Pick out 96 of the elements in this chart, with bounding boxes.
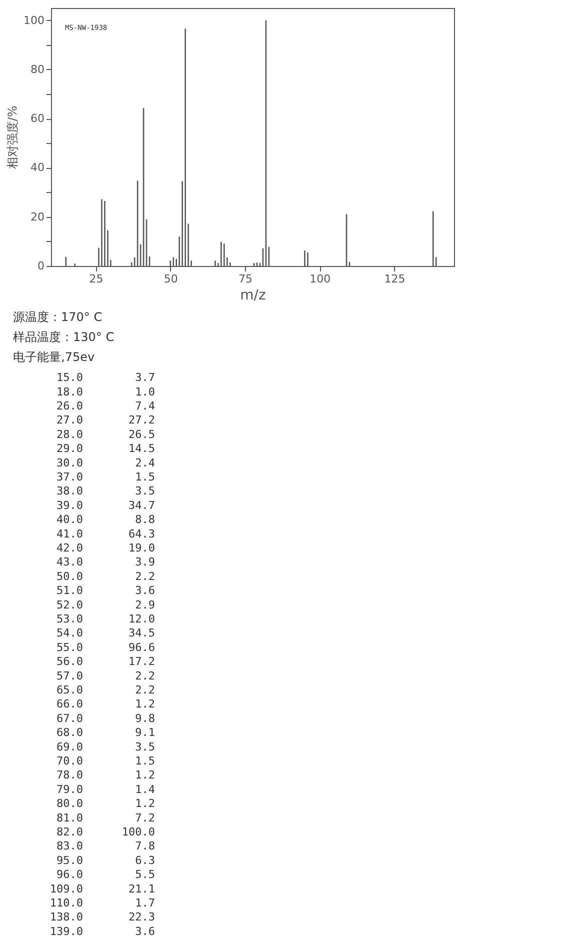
category-label: 81.0 xyxy=(56,811,83,824)
data-label: 2.4 xyxy=(135,456,156,470)
data-label: 1.0 xyxy=(135,385,155,398)
data-label: 12.0 xyxy=(128,612,155,626)
category-label: 67.0 xyxy=(56,712,83,725)
category-label: 139.0 xyxy=(50,924,83,938)
data-label: 27.2 xyxy=(128,414,155,427)
data-label: 100.0 xyxy=(122,826,155,838)
category-label: 95.0 xyxy=(56,854,83,867)
data-label: 3.6 xyxy=(135,584,155,598)
category-label: 110.0 xyxy=(50,896,83,910)
category-label: 79.0 xyxy=(56,782,83,796)
data-label: 3.5 xyxy=(135,740,155,754)
category-label: 57.0 xyxy=(56,669,83,682)
x-tick-label: 75 xyxy=(238,272,253,286)
data-label: 3.5 xyxy=(135,484,155,498)
y-tick-label: 40 xyxy=(30,161,44,174)
data-label: 22.3 xyxy=(128,910,155,924)
y-tick-label: 0 xyxy=(38,260,44,272)
data-label: 9.8 xyxy=(135,712,155,725)
category-label: 68.0 xyxy=(56,726,83,740)
category-label: 65.0 xyxy=(56,684,83,696)
data-label: 96.6 xyxy=(128,640,155,654)
category-label: 39.0 xyxy=(56,498,83,512)
y-axis-title: 相对强度/% xyxy=(6,106,20,170)
category-label: 78.0 xyxy=(56,768,83,782)
data-label: 1.2 xyxy=(135,768,155,782)
category-label: 37.0 xyxy=(56,470,83,484)
category-label: 52.0 xyxy=(56,598,83,612)
category-label: 29.0 xyxy=(56,442,83,456)
data-label: 2.2 xyxy=(135,669,155,682)
data-label: 7.2 xyxy=(135,811,155,824)
category-label: 55.0 xyxy=(56,640,83,654)
y-tick-label: 60 xyxy=(30,112,44,126)
data-label: 21.1 xyxy=(128,882,155,896)
data-label: 7.8 xyxy=(135,840,155,853)
category-label: 66.0 xyxy=(56,698,83,711)
text: 样品温度：130° C xyxy=(13,330,114,344)
category-label: 18.0 xyxy=(56,385,83,398)
category-label: 51.0 xyxy=(56,584,83,598)
data-label: 34.5 xyxy=(128,626,155,640)
data-label: 1.5 xyxy=(135,754,155,768)
data-label: 2.2 xyxy=(135,684,155,696)
category-label: 40.0 xyxy=(56,513,83,526)
data-label: 1.2 xyxy=(135,698,155,711)
x-axis-title: m/z xyxy=(240,288,266,304)
data-label: 26.5 xyxy=(128,428,155,441)
category-label: 15.0 xyxy=(56,371,83,384)
data-label: 3.7 xyxy=(135,371,155,384)
x-tick-label: 25 xyxy=(89,272,104,286)
y-tick-label: 20 xyxy=(30,210,44,224)
text: 电子能量,75ev xyxy=(13,350,95,364)
data-label: 64.3 xyxy=(128,527,155,540)
category-label: 43.0 xyxy=(56,556,83,569)
data-label: 5.5 xyxy=(135,868,155,882)
category-label: 41.0 xyxy=(56,527,83,540)
data-label: 1.7 xyxy=(135,896,155,910)
data-label: 34.7 xyxy=(128,498,155,512)
data-label: 1.4 xyxy=(135,782,156,796)
x-tick-label: 100 xyxy=(310,272,331,286)
category-label: 42.0 xyxy=(56,542,83,554)
data-label: 7.4 xyxy=(135,400,156,412)
category-label: 80.0 xyxy=(56,797,83,810)
category-label: 69.0 xyxy=(56,740,83,754)
category-label: 54.0 xyxy=(56,626,83,640)
data-label: 14.5 xyxy=(128,442,155,456)
data-label: 1.2 xyxy=(135,797,155,810)
data-label: 9.1 xyxy=(135,726,155,740)
category-label: 38.0 xyxy=(56,484,83,498)
category-label: 30.0 xyxy=(56,456,83,470)
category-label: 96.0 xyxy=(56,868,83,882)
category-label: 138.0 xyxy=(50,910,83,924)
data-label: 8.8 xyxy=(135,513,155,526)
category-label: 83.0 xyxy=(56,840,83,853)
data-label: 2.9 xyxy=(135,598,155,612)
category-label: 50.0 xyxy=(56,570,83,583)
data-label: 3.6 xyxy=(135,924,155,938)
y-tick-label: 100 xyxy=(24,14,44,27)
data-label: 1.5 xyxy=(135,470,155,484)
category-label: 26.0 xyxy=(56,400,83,412)
category-label: 56.0 xyxy=(56,655,83,668)
data-label: 6.3 xyxy=(135,854,155,867)
x-tick-label: 125 xyxy=(384,272,406,286)
category-label: 82.0 xyxy=(56,826,83,838)
text: 源温度：170° C xyxy=(13,310,102,324)
category-label: 53.0 xyxy=(56,612,83,626)
category-label: 28.0 xyxy=(56,428,83,441)
category-label: 70.0 xyxy=(56,754,83,768)
data-label: 2.2 xyxy=(135,570,155,583)
x-tick-label: 50 xyxy=(164,272,178,286)
data-label: 19.0 xyxy=(128,542,155,554)
data-label: 3.9 xyxy=(135,556,155,569)
category-label: 27.0 xyxy=(56,414,83,427)
data-label: 17.2 xyxy=(128,655,155,668)
y-tick-label: 80 xyxy=(30,62,44,76)
category-label: 109.0 xyxy=(50,882,83,896)
